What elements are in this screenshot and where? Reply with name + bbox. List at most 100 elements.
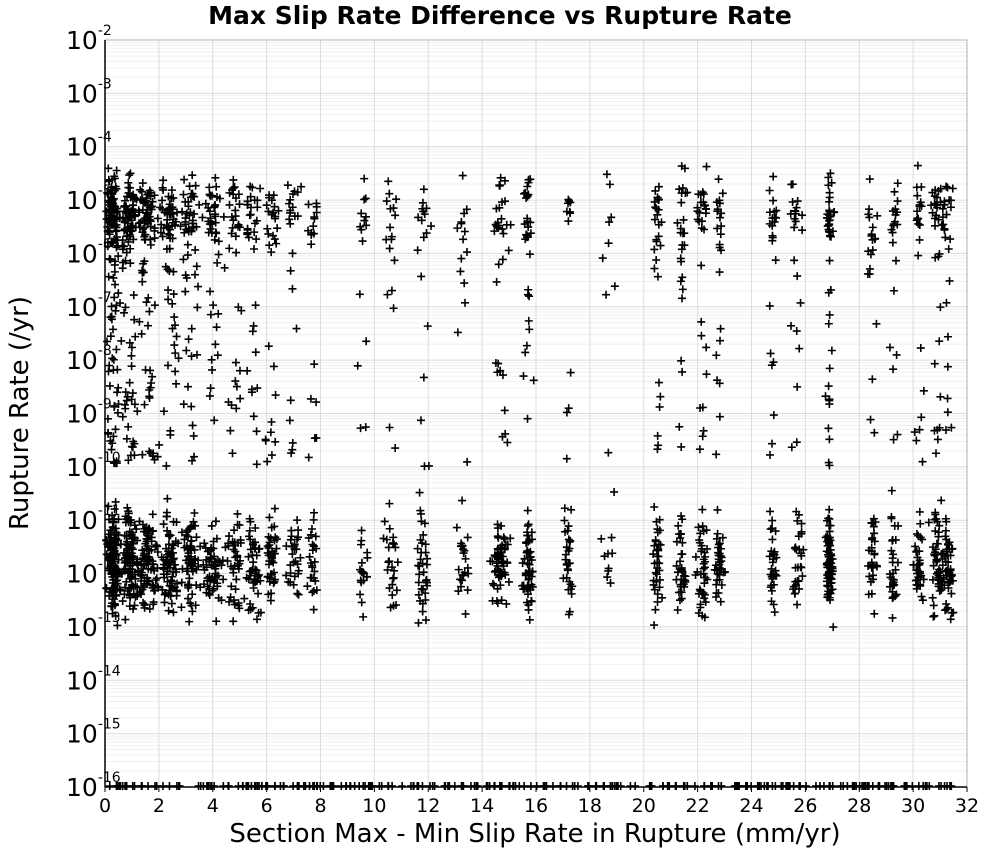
- data-point: [825, 197, 834, 206]
- data-point: [269, 231, 278, 240]
- data-point: [167, 186, 176, 195]
- y-tick-base: 10: [66, 560, 98, 589]
- data-point: [271, 575, 280, 584]
- data-point: [948, 576, 957, 585]
- data-point: [232, 248, 241, 257]
- data-point: [700, 590, 709, 599]
- data-point: [184, 202, 193, 211]
- data-point: [650, 541, 659, 550]
- data-point: [456, 267, 465, 276]
- y-tick-base: 10: [66, 239, 98, 268]
- data-point: [119, 258, 128, 267]
- data-point: [130, 782, 139, 790]
- data-point: [650, 215, 659, 224]
- data-point: [151, 782, 160, 790]
- data-point: [311, 576, 320, 585]
- data-point: [498, 225, 507, 234]
- data-point: [941, 557, 950, 566]
- data-point: [114, 555, 123, 564]
- data-point: [188, 607, 197, 616]
- data-point: [626, 782, 635, 790]
- data-point: [900, 782, 909, 790]
- data-point: [200, 539, 209, 548]
- data-point: [124, 509, 133, 518]
- data-point: [292, 324, 301, 333]
- data-point: [246, 517, 255, 526]
- data-point: [556, 782, 565, 790]
- data-point: [915, 567, 924, 576]
- data-point: [930, 359, 939, 368]
- data-point: [235, 200, 244, 209]
- data-point: [211, 200, 220, 209]
- data-point: [870, 609, 879, 618]
- data-point: [409, 782, 418, 790]
- data-point: [140, 223, 149, 232]
- data-point: [270, 202, 279, 211]
- data-point: [125, 527, 134, 536]
- data-point: [353, 361, 362, 370]
- data-point: [864, 590, 873, 599]
- data-point: [286, 219, 295, 228]
- data-point: [913, 161, 922, 170]
- data-point: [918, 596, 927, 605]
- data-point: [787, 321, 796, 330]
- data-point: [172, 591, 181, 600]
- y-tick-base: 10: [66, 186, 98, 215]
- data-point: [693, 207, 702, 216]
- data-point: [494, 533, 503, 542]
- data-point: [826, 521, 835, 530]
- data-point: [466, 782, 475, 790]
- data-point: [717, 564, 726, 573]
- data-point: [827, 578, 836, 587]
- data-point: [488, 596, 497, 605]
- x-tick-label: 18: [578, 795, 602, 817]
- data-point: [182, 209, 191, 218]
- x-tick-label: 20: [632, 795, 656, 817]
- data-point: [941, 233, 950, 242]
- data-point: [523, 528, 532, 537]
- data-point: [107, 569, 116, 578]
- data-point: [519, 581, 528, 590]
- data-point: [713, 205, 722, 214]
- data-point: [909, 560, 918, 569]
- data-point: [179, 255, 188, 264]
- data-point: [148, 526, 157, 535]
- data-point: [167, 599, 176, 608]
- data-point: [915, 507, 924, 516]
- data-point: [522, 341, 531, 350]
- data-point: [181, 287, 190, 296]
- data-point: [248, 551, 257, 560]
- data-point: [715, 570, 724, 579]
- data-point: [177, 578, 186, 587]
- data-point: [293, 560, 302, 569]
- data-point: [229, 568, 238, 577]
- y-tick-label: 10-7: [66, 290, 112, 322]
- data-point: [463, 586, 472, 595]
- data-point: [181, 214, 190, 223]
- data-point: [130, 400, 139, 409]
- data-point: [205, 287, 214, 296]
- data-point: [246, 192, 255, 201]
- data-point: [872, 319, 881, 328]
- data-point: [251, 348, 260, 357]
- data-point: [150, 226, 159, 235]
- data-point: [106, 559, 115, 568]
- data-point: [206, 546, 215, 555]
- data-point: [213, 351, 222, 360]
- data-point: [697, 261, 706, 270]
- data-point: [113, 408, 122, 417]
- data-point: [289, 782, 298, 790]
- data-point: [891, 205, 900, 214]
- data-point: [226, 426, 235, 435]
- data-point: [240, 594, 249, 603]
- data-point: [787, 443, 796, 452]
- data-point: [694, 609, 703, 618]
- data-point: [287, 532, 296, 541]
- data-point: [187, 522, 196, 531]
- data-point: [312, 586, 321, 595]
- data-point: [162, 221, 171, 230]
- data-point: [151, 576, 160, 585]
- data-point: [145, 393, 154, 402]
- data-point: [175, 782, 184, 790]
- data-point: [494, 552, 503, 561]
